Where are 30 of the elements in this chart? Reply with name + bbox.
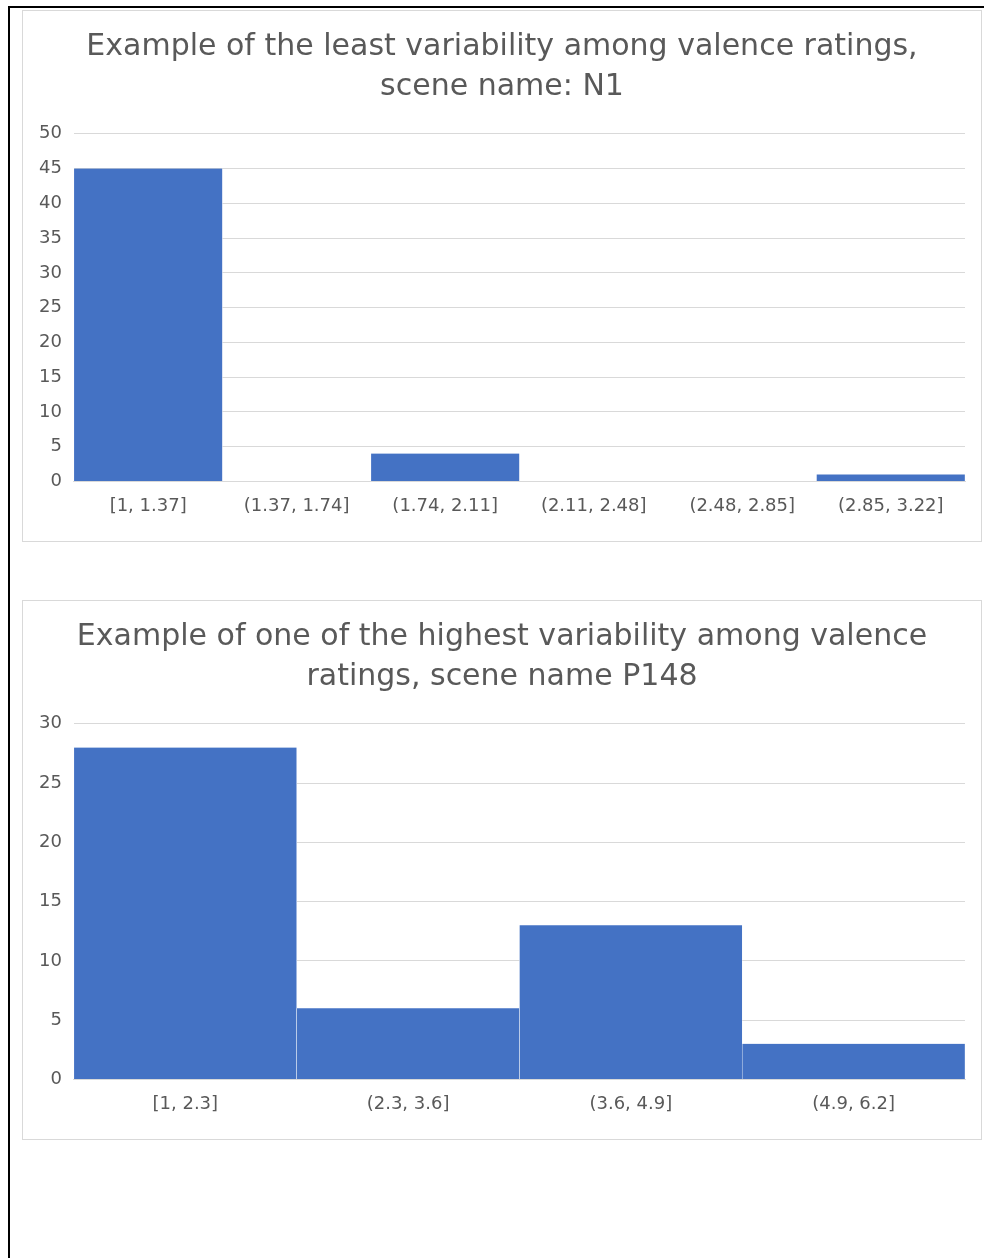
x-tick-label: (2.11, 2.48] [540, 493, 647, 515]
y-tick-label: 15 [39, 364, 62, 386]
y-tick-label: 30 [39, 260, 62, 282]
x-tick-label: (1.37, 1.74] [243, 493, 350, 515]
y-tick-label: 20 [39, 330, 62, 352]
x-tick-label: (3.6, 4.9] [589, 1091, 673, 1113]
x-tick-label: [1, 2.3] [152, 1091, 219, 1113]
y-tick-label: 50 [39, 121, 62, 143]
chart-title: Example of the least variability among valence ratings, scene name: N1 [85, 26, 919, 104]
y-tick-label: 45 [39, 156, 62, 178]
y-tick-label: 15 [39, 889, 62, 911]
x-tick-label: (2.3, 3.6] [366, 1091, 450, 1113]
x-tick-label: (1.74, 2.11] [392, 493, 499, 515]
y-tick-label: 35 [39, 225, 62, 247]
y-tick-label: 40 [39, 190, 62, 212]
y-tick-label: 5 [50, 434, 62, 456]
y-tick-label: 30 [39, 711, 62, 733]
y-tick-label: 0 [50, 1067, 62, 1089]
y-tick-label: 5 [50, 1007, 62, 1029]
x-tick-label: (4.9, 6.2] [812, 1091, 895, 1113]
y-tick-label: 10 [39, 948, 62, 970]
y-tick-label: 25 [39, 295, 62, 317]
y-tick-label: 25 [39, 770, 62, 792]
x-tick-label: [1, 1.37] [109, 493, 187, 515]
y-tick-label: 0 [50, 469, 62, 491]
y-tick-label: 20 [39, 830, 62, 852]
chart-title: Example of one of the highest variability among valence ratings, scene name P148 [75, 616, 929, 694]
y-tick-label: 10 [39, 399, 62, 421]
x-tick-label: (2.48, 2.85] [689, 493, 796, 515]
x-tick-label: (2.85, 3.22] [837, 493, 944, 515]
